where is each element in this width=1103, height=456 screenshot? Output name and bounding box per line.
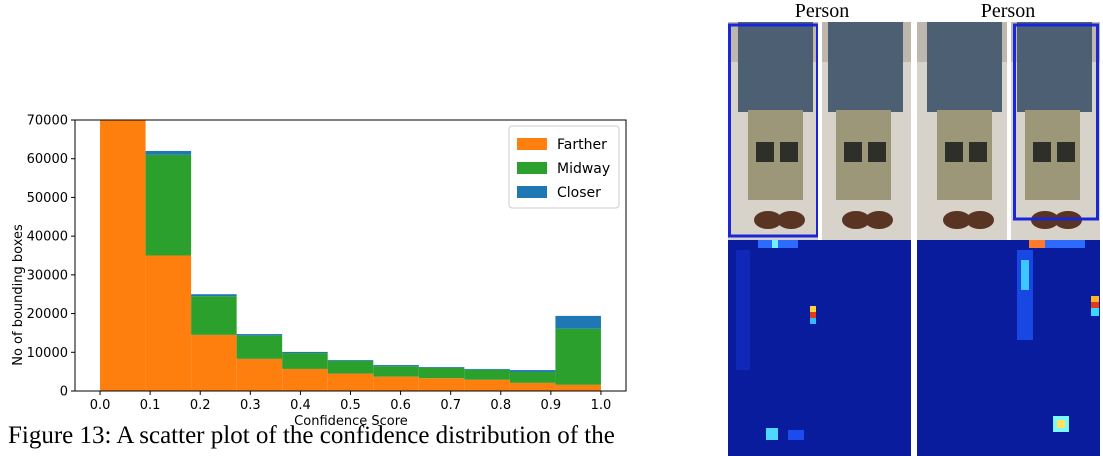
- y-tick-label: 20000: [27, 307, 68, 322]
- x-tick-label: 0.8: [490, 398, 511, 413]
- y-tick-label: 60000: [27, 152, 68, 167]
- bar-farther-5: [327, 373, 374, 391]
- legend-swatch-farther: [517, 138, 547, 150]
- y-axis-label: No of bounding boxes: [11, 224, 26, 366]
- y-tick-label: 0: [60, 385, 68, 400]
- x-tick-label: 0.0: [90, 398, 111, 413]
- bar-midway-6: [373, 366, 419, 377]
- bar-closer-3: [236, 334, 283, 336]
- bar-midway-5: [327, 360, 374, 374]
- x-tick-label: 0.2: [190, 398, 211, 413]
- y-tick-label: 40000: [27, 230, 68, 245]
- bar-closer-1: [145, 150, 192, 155]
- panel-label-left: Person: [794, 0, 850, 22]
- bar-farther-10: [555, 384, 601, 391]
- y-tick-label: 30000: [27, 268, 68, 283]
- bar-closer-9: [509, 370, 556, 373]
- bar-farther-0: [100, 120, 146, 391]
- x-tick-label: 0.4: [290, 398, 311, 413]
- person-image-left: [728, 22, 911, 240]
- bar-midway-8: [464, 369, 510, 380]
- y-tick-label: 50000: [27, 191, 68, 206]
- bar-closer-8: [464, 368, 510, 370]
- x-tick-label: 1.0: [591, 398, 612, 413]
- bar-farther-4: [282, 368, 328, 391]
- x-tick-label: 0.3: [240, 398, 261, 413]
- bar-farther-7: [418, 378, 465, 391]
- legend-label-farther: Farther: [557, 137, 607, 153]
- legend-label-midway: Midway: [557, 161, 610, 177]
- x-tick-label: 0.1: [140, 398, 161, 413]
- legend-label-closer: Closer: [557, 185, 601, 201]
- bar-farther-6: [373, 376, 419, 391]
- bar-closer-2: [191, 294, 237, 297]
- person-image-right: [917, 22, 1100, 240]
- legend-swatch-midway: [517, 162, 547, 174]
- bar-farther-1: [145, 255, 192, 391]
- x-tick-label: 0.6: [390, 398, 411, 413]
- bar-midway-7: [418, 367, 465, 379]
- panel-label-right: Person: [980, 0, 1036, 22]
- bar-midway-4: [282, 353, 328, 369]
- bar-closer-10: [555, 315, 601, 329]
- bar-midway-3: [236, 335, 283, 359]
- figure-caption: Figure 13: A scatter plot of the confide…: [8, 422, 615, 449]
- legend-swatch-closer: [517, 186, 547, 198]
- bar-closer-5: [327, 360, 374, 361]
- y-tick-label: 70000: [27, 114, 68, 129]
- x-tick-label: 0.9: [541, 398, 562, 413]
- x-tick-label: 0.7: [440, 398, 461, 413]
- bar-farther-9: [509, 382, 556, 391]
- x-tick-label: 0.5: [340, 398, 361, 413]
- bar-midway-9: [509, 372, 556, 383]
- bar-closer-7: [418, 366, 465, 368]
- y-tick-label: 10000: [27, 346, 68, 361]
- person-figure-icon: [927, 22, 1092, 229]
- bar-farther-8: [464, 379, 510, 391]
- stacked-histogram-chart: 0 10000 20000 30000 40000 50000 60000 70000 0.0 0…: [11, 114, 627, 429]
- bar-farther-3: [236, 358, 283, 391]
- x-axis-label: Confidence Score: [294, 414, 408, 429]
- bar-midway-10: [555, 328, 601, 385]
- bar-closer-6: [373, 365, 419, 367]
- bar-midway-2: [191, 296, 237, 335]
- saliency-heatmap-right: [917, 240, 1100, 456]
- bar-closer-4: [282, 351, 328, 354]
- bar-farther-2: [191, 334, 237, 391]
- person-figure-icon: [738, 22, 903, 229]
- saliency-heatmap-left: [728, 240, 911, 456]
- bar-midway-1: [145, 154, 192, 256]
